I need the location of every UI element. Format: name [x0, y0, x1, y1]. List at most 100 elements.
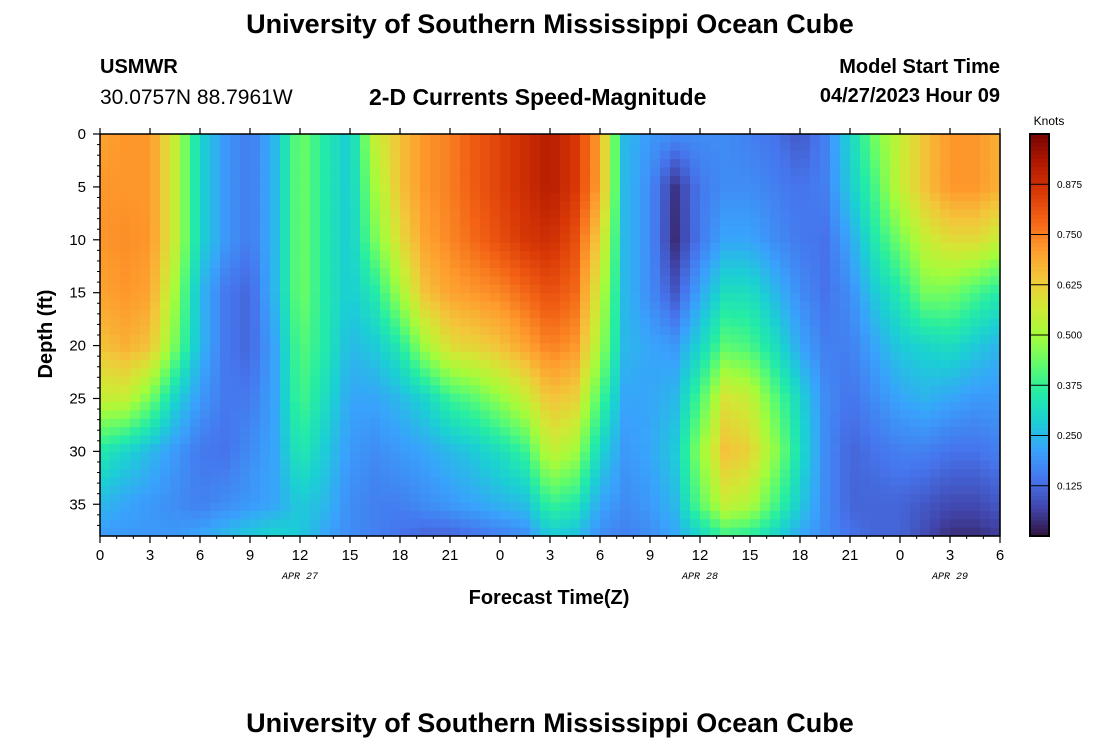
- heatmap-cell: [170, 368, 181, 378]
- heatmap-cell: [790, 284, 801, 294]
- heatmap-cell: [310, 217, 321, 227]
- heatmap-cell: [440, 368, 451, 378]
- heatmap-cell: [460, 410, 471, 420]
- heatmap-cell: [140, 192, 151, 202]
- heatmap-cell: [840, 276, 851, 286]
- heatmap-cell: [390, 217, 401, 227]
- heatmap-cell: [180, 293, 191, 303]
- heatmap-cell: [920, 326, 931, 336]
- heatmap-cell: [270, 184, 281, 194]
- heatmap-cell: [620, 209, 631, 219]
- heatmap-cell: [230, 226, 241, 236]
- heatmap-cell: [300, 293, 311, 303]
- heatmap-cell: [320, 510, 331, 520]
- heatmap-cell: [390, 293, 401, 303]
- heatmap-cell: [220, 209, 231, 219]
- heatmap-cell: [480, 402, 491, 411]
- heatmap-cell: [660, 418, 671, 428]
- heatmap-cell: [310, 452, 321, 462]
- heatmap-cell: [350, 469, 361, 478]
- colorbar-segment: [1030, 254, 1049, 260]
- heatmap-cell: [690, 527, 701, 537]
- heatmap-cell: [410, 360, 421, 370]
- heatmap-cell: [850, 477, 861, 487]
- heatmap-cell: [790, 393, 801, 403]
- heatmap-cell: [400, 494, 411, 504]
- heatmap-cell: [100, 217, 111, 227]
- heatmap-cell: [430, 527, 441, 537]
- heatmap-cell: [960, 175, 971, 185]
- heatmap-cell: [750, 418, 761, 428]
- heatmap-cell: [270, 519, 281, 529]
- heatmap-cell: [370, 217, 381, 227]
- heatmap-cell: [980, 443, 991, 453]
- heatmap-cell: [820, 309, 831, 319]
- heatmap-cell: [590, 385, 601, 395]
- heatmap-cell: [540, 402, 551, 411]
- colorbar-segment: [1030, 262, 1049, 268]
- heatmap-cell: [920, 385, 931, 395]
- heatmap-cell: [730, 293, 741, 303]
- heatmap-cell: [640, 293, 651, 303]
- heatmap-cell: [900, 452, 911, 462]
- heatmap-cell: [540, 209, 551, 219]
- heatmap-cell: [330, 134, 341, 143]
- colorbar-segment: [1030, 170, 1049, 175]
- heatmap-cell: [800, 435, 811, 445]
- heatmap-cell: [540, 167, 551, 177]
- heatmap-cell: [940, 485, 951, 495]
- heatmap-cell: [280, 393, 291, 403]
- heatmap-cell: [650, 259, 661, 269]
- heatmap-cell: [190, 477, 201, 487]
- heatmap-cell: [840, 134, 851, 143]
- heatmap-cell: [940, 351, 951, 361]
- heatmap-cell: [970, 452, 981, 462]
- heatmap-cell: [380, 427, 391, 437]
- heatmap-cell: [880, 150, 891, 160]
- heatmap-cell: [660, 318, 671, 328]
- colorbar-segment: [1030, 274, 1049, 280]
- heatmap-cell: [460, 502, 471, 512]
- heatmap-cell: [980, 469, 991, 478]
- heatmap-cell: [720, 184, 731, 194]
- heatmap-cell: [240, 184, 251, 194]
- heatmap-cell: [270, 410, 281, 420]
- heatmap-cell: [810, 175, 821, 185]
- heatmap-cell: [680, 192, 691, 202]
- heatmap-cell: [480, 418, 491, 428]
- heatmap-cell: [940, 226, 951, 236]
- x-tick-label: 12: [292, 547, 309, 564]
- heatmap-cell: [940, 477, 951, 487]
- heatmap-cell: [530, 376, 541, 386]
- heatmap-cell: [740, 293, 751, 303]
- heatmap-cell: [230, 259, 241, 269]
- heatmap-cell: [190, 519, 201, 529]
- colorbar-segment: [1030, 443, 1049, 449]
- heatmap-cell: [640, 242, 651, 252]
- heatmap-cell: [850, 318, 861, 328]
- heatmap-cell: [140, 309, 151, 319]
- heatmap-cell: [650, 234, 661, 244]
- heatmap-cell: [550, 150, 561, 160]
- heatmap-cell: [370, 175, 381, 185]
- heatmap-cell: [900, 167, 911, 177]
- heatmap-cell: [200, 276, 211, 286]
- heatmap-cell: [260, 159, 271, 169]
- heatmap-cell: [940, 251, 951, 261]
- heatmap-cell: [930, 217, 941, 227]
- heatmap-cell: [470, 226, 481, 236]
- heatmap-cell: [950, 234, 961, 244]
- heatmap-cell: [760, 435, 771, 445]
- heatmap-cell: [730, 242, 741, 252]
- heatmap-cell: [210, 335, 221, 344]
- heatmap-cell: [820, 452, 831, 462]
- heatmap-cell: [620, 402, 631, 411]
- heatmap-cell: [290, 259, 301, 269]
- heatmap-cell: [150, 134, 161, 143]
- heatmap-cell: [520, 385, 531, 395]
- heatmap-cell: [320, 443, 331, 453]
- heatmap-cell: [140, 385, 151, 395]
- heatmap-cell: [900, 293, 911, 303]
- heatmap-cell: [230, 242, 241, 252]
- heatmap-cell: [560, 385, 571, 395]
